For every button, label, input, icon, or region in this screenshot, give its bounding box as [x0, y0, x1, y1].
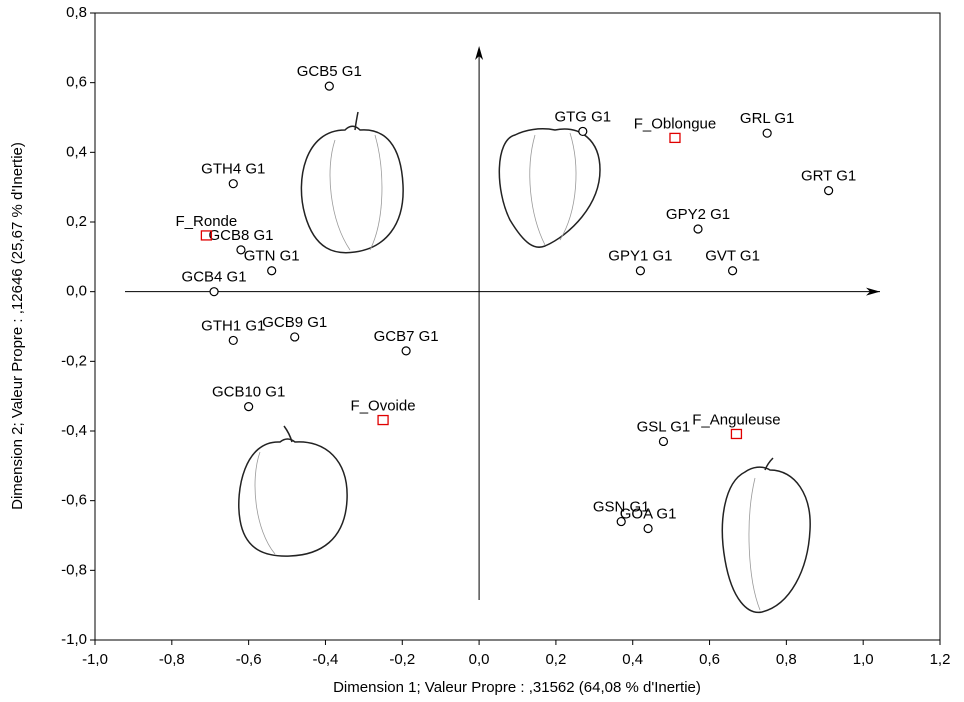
- point: [669, 132, 681, 144]
- point: [730, 428, 743, 440]
- point-label: GSL G1: [637, 418, 691, 435]
- point-label: GCB7 G1: [374, 328, 439, 345]
- point: [658, 436, 669, 447]
- x-tick-label: 0,2: [545, 651, 566, 668]
- plot-frame: [94, 12, 941, 641]
- point-label: GRL G1: [740, 110, 794, 127]
- point: [377, 414, 389, 426]
- point-label: GCB8 G1: [208, 227, 273, 244]
- point: [635, 266, 646, 276]
- y-axis-label: Dimension 2; Valeur Propre : ,12646 (25,…: [9, 142, 26, 510]
- arrow-head: [866, 287, 880, 296]
- y-tick-label: 0,8: [66, 4, 87, 21]
- x-tick-label: -0,4: [313, 651, 339, 668]
- x-tick-label: -0,8: [159, 651, 185, 668]
- point: [693, 224, 703, 234]
- point-label: GTN G1: [244, 248, 300, 265]
- x-tick-label: 0,4: [622, 651, 643, 668]
- x-tick-label: -0,6: [236, 651, 262, 668]
- point: [209, 287, 219, 297]
- x-axis-label: Dimension 1; Valeur Propre : ,31562 (64,…: [333, 679, 701, 696]
- point-label: GOA G1: [620, 506, 677, 523]
- arrow-head: [475, 46, 484, 60]
- pepper-drawings: [238, 111, 811, 614]
- point: [727, 266, 738, 276]
- point-label: F_Ronde: [176, 213, 238, 230]
- point-label: GTG G1: [554, 108, 611, 125]
- x-tick-label: -1,0: [82, 651, 108, 668]
- point-label: GCB10 G1: [212, 384, 285, 401]
- x-tick-label: 0,6: [699, 651, 720, 668]
- point: [324, 81, 334, 91]
- y-tick-label: -0,2: [61, 352, 87, 369]
- point: [824, 186, 834, 196]
- point: [228, 179, 238, 189]
- point-label: GCB5 G1: [297, 63, 362, 80]
- y-tick-label: 0,6: [66, 74, 87, 91]
- point-label: GVT G1: [705, 248, 760, 265]
- point-label: GPY1 G1: [608, 248, 672, 265]
- y-tick-label: -1,0: [61, 631, 87, 648]
- y-tick-label: -0,6: [61, 492, 87, 509]
- x-tick-label: 1,0: [853, 651, 874, 668]
- point-label: F_Oblongue: [634, 115, 717, 132]
- point-label: GTH1 G1: [201, 317, 265, 334]
- point-label: GRT G1: [801, 168, 856, 185]
- point: [578, 126, 588, 137]
- x-tick-label: 0,8: [776, 651, 797, 668]
- point-label: GPY2 G1: [666, 206, 730, 223]
- point-label: F_Ovoide: [351, 398, 416, 415]
- point: [236, 245, 246, 255]
- point-label: GSN G1: [593, 499, 650, 516]
- point: [616, 516, 626, 527]
- point: [228, 335, 238, 346]
- y-tick-label: -0,8: [61, 561, 87, 578]
- x-tick-label: 1,2: [930, 651, 951, 668]
- point: [244, 402, 254, 412]
- point-label: GCB9 G1: [262, 314, 327, 331]
- point-label: GTH4 G1: [201, 161, 265, 178]
- point-label: F_Anguleuse: [692, 411, 780, 428]
- point: [200, 230, 213, 241]
- point: [643, 523, 653, 534]
- y-tick-label: 0,2: [66, 213, 87, 230]
- point-label: GCB4 G1: [182, 269, 247, 286]
- y-tick-label: 0,4: [66, 143, 87, 160]
- point: [290, 332, 300, 342]
- x-tick-label: 0,0: [469, 651, 490, 668]
- x-tick-label: -0,2: [389, 651, 415, 668]
- point: [267, 266, 277, 276]
- point: [401, 346, 411, 356]
- y-tick-label: -0,4: [61, 422, 87, 439]
- point: [762, 128, 772, 138]
- y-tick-label: 0,0: [66, 283, 87, 300]
